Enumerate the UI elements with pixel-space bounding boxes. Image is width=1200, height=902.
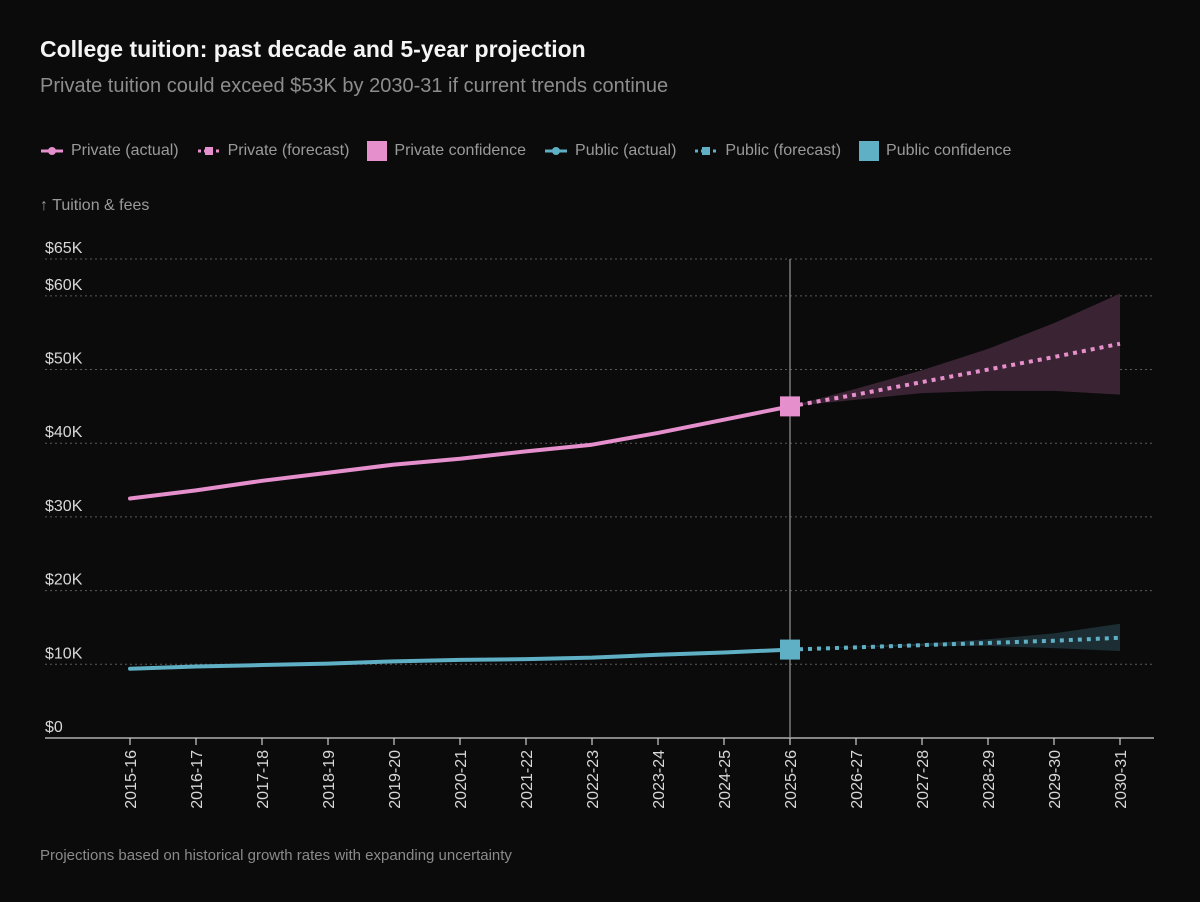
chart-subtitle: Private tuition could exceed $53K by 203… — [40, 75, 669, 97]
legend-item-public-actual: Public (actual) — [544, 142, 676, 160]
x-tick-label: 2028-29 — [981, 750, 998, 809]
public-actual-line — [128, 647, 792, 671]
legend-swatch — [367, 141, 388, 161]
legend-label: Private confidence — [394, 142, 527, 159]
x-tick-label: 2019-20 — [387, 750, 404, 809]
x-tick-label: 2022-23 — [585, 750, 602, 809]
legend-item-public-forecast: Public (forecast) — [694, 142, 841, 160]
y-tick-label: $50K — [45, 351, 83, 368]
legend-swatch — [859, 141, 880, 161]
x-tick-label: 2017-18 — [255, 750, 272, 809]
y-tick-label: $65K — [45, 240, 83, 257]
private-current-marker — [780, 396, 800, 417]
private-forecast-line — [789, 341, 1121, 409]
public-confidence-band — [790, 623, 1120, 652]
x-tick-label: 2015-16 — [123, 750, 140, 809]
private-actual-line — [128, 404, 792, 501]
legend-solid-line-marker — [545, 147, 568, 155]
legend-label: Public (forecast) — [725, 142, 842, 159]
y-tick-label: $30K — [45, 498, 83, 515]
x-tick-label: 2024-25 — [717, 750, 734, 809]
y-tick-label: $40K — [45, 424, 83, 441]
legend-dotted-line-marker — [197, 147, 220, 155]
legend-solid-line-marker — [41, 147, 63, 155]
legend-label: Public confidence — [886, 142, 1012, 159]
x-tick-label: 2023-24 — [651, 750, 668, 809]
x-tick-label: 2018-19 — [321, 750, 338, 809]
y-tick-label: $60K — [45, 277, 83, 294]
x-tick-label: 2021-22 — [519, 750, 536, 809]
chart-footnote: Projections based on historical growth r… — [40, 847, 512, 864]
y-axis-title: ↑ Tuition & fees — [40, 197, 150, 214]
y-tick-label: $10K — [45, 645, 83, 662]
legend-item-private-conf: Private confidence — [367, 141, 526, 161]
legend-item-private-forecast: Private (forecast) — [197, 142, 350, 160]
chart-legend: Private (actual) Private (forecast) Privat… — [40, 141, 1029, 161]
y-tick-label: $20K — [45, 572, 83, 589]
x-tick-label: 2030-31 — [1113, 750, 1130, 809]
legend-label: Public (actual) — [575, 142, 677, 159]
x-tick-label: 2016-17 — [189, 750, 206, 809]
legend-label: Private (forecast) — [227, 142, 350, 159]
x-tick-label: 2026-27 — [849, 750, 866, 809]
public-forecast-line — [789, 635, 1121, 652]
legend-label: Private (actual) — [71, 142, 179, 159]
y-tick-label: $0 — [45, 719, 63, 736]
legend-dotted-line-marker — [695, 147, 718, 155]
legend-item-public-conf: Public confidence — [859, 141, 1011, 161]
x-tick-label: 2025-26 — [783, 750, 800, 809]
x-tick-label: 2020-21 — [453, 750, 470, 809]
private-confidence-band — [790, 293, 1120, 407]
chart-title: College tuition: past decade and 5-year … — [40, 36, 586, 62]
x-tick-label: 2029-30 — [1047, 750, 1064, 809]
legend-item-private-actual: Private (actual) — [40, 142, 179, 160]
public-current-marker — [780, 639, 800, 660]
x-tick-label: 2027-28 — [915, 750, 932, 809]
